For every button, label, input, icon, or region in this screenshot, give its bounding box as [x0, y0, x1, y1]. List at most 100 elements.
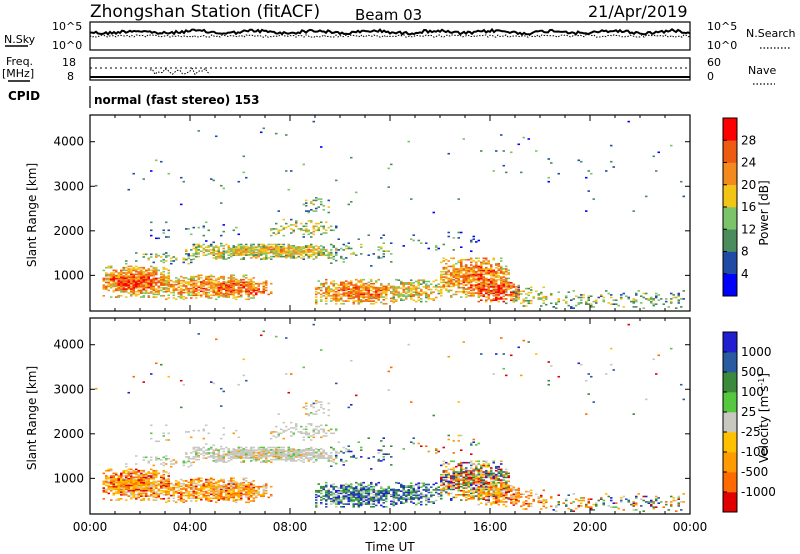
power-cell	[360, 292, 363, 294]
power-cell	[345, 288, 348, 290]
velocity-cell	[130, 488, 133, 491]
power-cell	[342, 292, 345, 294]
power-cell	[292, 255, 295, 258]
power-cell	[330, 253, 333, 255]
power-cell	[377, 278, 380, 281]
velocity-cell	[302, 449, 305, 451]
power-cell	[247, 248, 250, 251]
velocity-cell	[152, 489, 155, 492]
freq-right-tick-top: 60	[707, 56, 721, 69]
power-cell	[510, 291, 513, 293]
power-cell	[677, 292, 680, 295]
power-cell	[480, 274, 483, 277]
velocity-cell	[280, 454, 283, 456]
velocity-cell	[287, 458, 290, 461]
power-cell	[557, 299, 560, 301]
colorbar-segment	[723, 229, 737, 252]
power-cell	[282, 228, 285, 230]
power-cell	[425, 295, 428, 297]
velocity-cell	[262, 461, 265, 463]
power-cell	[462, 268, 465, 270]
power-cell	[482, 282, 485, 284]
velocity-cell	[252, 488, 255, 491]
power-cell	[470, 289, 473, 292]
power-cell	[410, 288, 413, 291]
power-cell	[452, 276, 455, 278]
power-cell	[375, 281, 378, 284]
power-cell	[245, 274, 248, 277]
velocity-cell	[212, 488, 215, 491]
power-cell	[132, 280, 135, 282]
freq-label-line1: Freq.	[6, 55, 33, 68]
power-cell	[270, 250, 273, 252]
velocity-cell	[320, 424, 323, 427]
power-cell	[197, 251, 200, 254]
power-cell	[185, 249, 188, 251]
power-cell	[657, 294, 660, 296]
power-cell	[492, 284, 495, 287]
power-cell	[382, 234, 385, 236]
velocity-cell	[332, 496, 335, 499]
power-cell	[205, 287, 208, 290]
power-cell	[350, 289, 353, 292]
velocity-cell	[320, 487, 323, 489]
velocity-cell	[320, 401, 323, 403]
power-cell	[247, 251, 250, 253]
power-cell	[235, 296, 238, 298]
power-cell	[265, 286, 268, 289]
velocity-cell	[140, 477, 143, 480]
power-cell	[480, 264, 483, 266]
power-cell	[457, 284, 460, 286]
power-cell	[117, 289, 120, 292]
velocity-cell	[212, 454, 215, 457]
power-cell	[417, 294, 420, 296]
velocity-cell	[237, 493, 240, 496]
power-cell	[527, 301, 530, 303]
velocity-cell	[197, 492, 200, 494]
velocity-cell	[340, 502, 343, 504]
power-cell	[210, 297, 213, 299]
velocity-cell	[305, 448, 308, 450]
power-cell	[455, 284, 458, 286]
power-cell	[195, 287, 198, 290]
power-cell	[397, 296, 400, 299]
velocity-cell	[322, 487, 325, 489]
power-cell	[412, 286, 415, 288]
velocity-cell	[307, 423, 310, 425]
velocity-cell	[330, 491, 333, 493]
velocity-cell	[242, 448, 245, 450]
power-cell	[422, 279, 425, 281]
power-cell	[327, 292, 330, 294]
power-cell	[197, 253, 200, 255]
velocity-cell	[197, 489, 200, 492]
power-cell	[502, 283, 505, 285]
velocity-cell	[192, 448, 195, 450]
velocity-cell	[107, 469, 110, 472]
power-cell	[465, 269, 468, 272]
power-cell	[485, 272, 488, 274]
power-cell	[292, 252, 295, 255]
velocity-cell	[295, 424, 298, 427]
velocity-cell	[307, 453, 310, 455]
velocity-cell	[127, 484, 130, 487]
power-cell	[310, 255, 313, 258]
power-cell	[240, 251, 243, 253]
velocity-cell	[267, 449, 270, 451]
power-cell	[677, 300, 680, 303]
power-cell	[512, 290, 515, 293]
velocity-cell	[312, 461, 315, 463]
velocity-cell	[295, 425, 298, 428]
power-cell	[450, 296, 453, 298]
power-cell	[197, 249, 200, 251]
power-cell	[332, 229, 335, 232]
power-cell	[362, 295, 365, 297]
power-cell	[327, 291, 330, 293]
velocity-cell	[180, 500, 183, 502]
power-cell	[495, 276, 498, 278]
velocity-cell	[252, 489, 255, 492]
power-cell	[440, 277, 443, 280]
power-cell	[460, 231, 463, 234]
power-cell	[530, 302, 533, 305]
power-cell	[122, 286, 125, 289]
velocity-cell	[120, 485, 123, 488]
